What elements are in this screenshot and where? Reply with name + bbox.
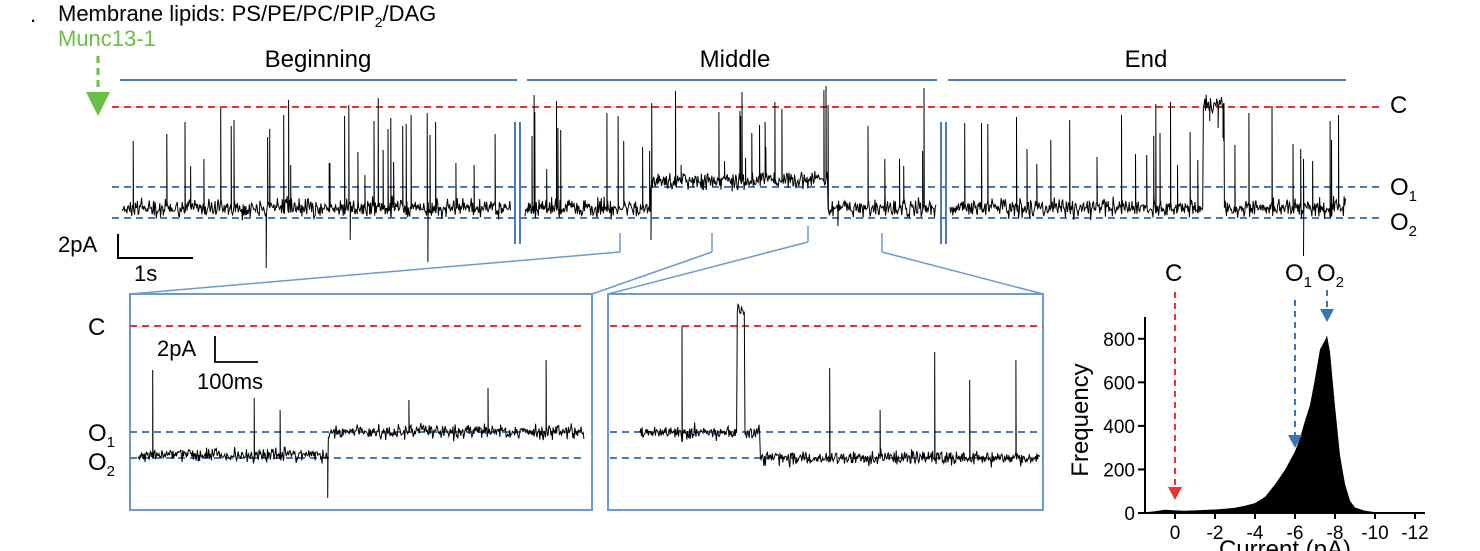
histogram-xtick-label: -6 xyxy=(1287,523,1304,544)
section-label-end: End xyxy=(1125,46,1168,73)
panel-bullet: . xyxy=(30,2,36,27)
histogram-xtick-label: -2 xyxy=(1207,523,1224,544)
zoom2-trace xyxy=(639,302,1041,468)
histogram-ytick-label: 200 xyxy=(1103,460,1135,481)
zoom-level-open1: O1 xyxy=(88,420,115,451)
top-scalebar xyxy=(117,234,193,259)
histogram-peak-label: O2 xyxy=(1317,260,1344,291)
zoom-level-closed: C xyxy=(88,314,105,341)
section-label-middle: Middle xyxy=(700,46,771,73)
munc13-label: Munc13-1 xyxy=(58,26,156,51)
zoom-box-2 xyxy=(607,293,1044,511)
histogram-area xyxy=(1145,335,1415,513)
histogram-peak-arrow-head xyxy=(1288,435,1302,448)
histogram-ytick-label: 0 xyxy=(1124,504,1135,525)
histogram-xtick-label: -10 xyxy=(1361,523,1388,544)
trace-middle xyxy=(524,85,937,241)
trace-end xyxy=(949,94,1346,257)
zoom1-trace xyxy=(137,359,585,499)
histogram-x-label: Current (pA) xyxy=(1219,536,1351,551)
histogram-peak-label: C xyxy=(1165,260,1182,287)
munc13-arrow-head xyxy=(86,92,110,116)
zoom-box-1 xyxy=(129,293,593,511)
zoom-connector-2 xyxy=(591,251,713,295)
zoom-scalebar xyxy=(214,336,258,363)
histogram-peak-label: O1 xyxy=(1285,260,1312,291)
zoom-connector-4 xyxy=(881,251,1044,295)
zoom-scalebar-time: 100ms xyxy=(197,369,263,394)
top-scalebar-time: 1s xyxy=(134,261,157,286)
histogram-ytick-label: 600 xyxy=(1103,373,1135,394)
zoom-connector-3 xyxy=(607,241,809,295)
section-label-beginning: Beginning xyxy=(265,46,372,73)
zoom-level-open2: O2 xyxy=(88,449,115,480)
top-scalebar-current: 2pA xyxy=(58,232,97,257)
histogram-peak-arrow-head xyxy=(1320,309,1334,322)
current-histogram: 0 200 400 600 800 0 -2 -4 -6 -8 -10 -12 C O1 O2 Freq… xyxy=(1067,260,1429,551)
histogram-ytick-label: 400 xyxy=(1103,417,1135,438)
histogram-peak-arrow-head xyxy=(1168,487,1182,500)
zoom-connector-1 xyxy=(129,251,621,295)
histogram-xtick-label: -12 xyxy=(1401,523,1428,544)
top-level-open2: O2 xyxy=(1390,209,1417,240)
lipid-title: Membrane lipids: PS/PE/PC/PIP2/DAG xyxy=(58,1,436,30)
zoom-scalebar-current: 2pA xyxy=(157,336,196,361)
histogram-xtick-label: -4 xyxy=(1247,523,1264,544)
histogram-xtick-label: 0 xyxy=(1170,523,1181,544)
histogram-y-label: Frequency xyxy=(1067,363,1094,476)
histogram-xtick-label: -8 xyxy=(1327,523,1344,544)
top-level-closed: C xyxy=(1390,92,1407,119)
trace-beginning xyxy=(121,97,511,269)
top-level-open1: O1 xyxy=(1390,174,1417,205)
histogram-ytick-label: 800 xyxy=(1103,330,1135,351)
